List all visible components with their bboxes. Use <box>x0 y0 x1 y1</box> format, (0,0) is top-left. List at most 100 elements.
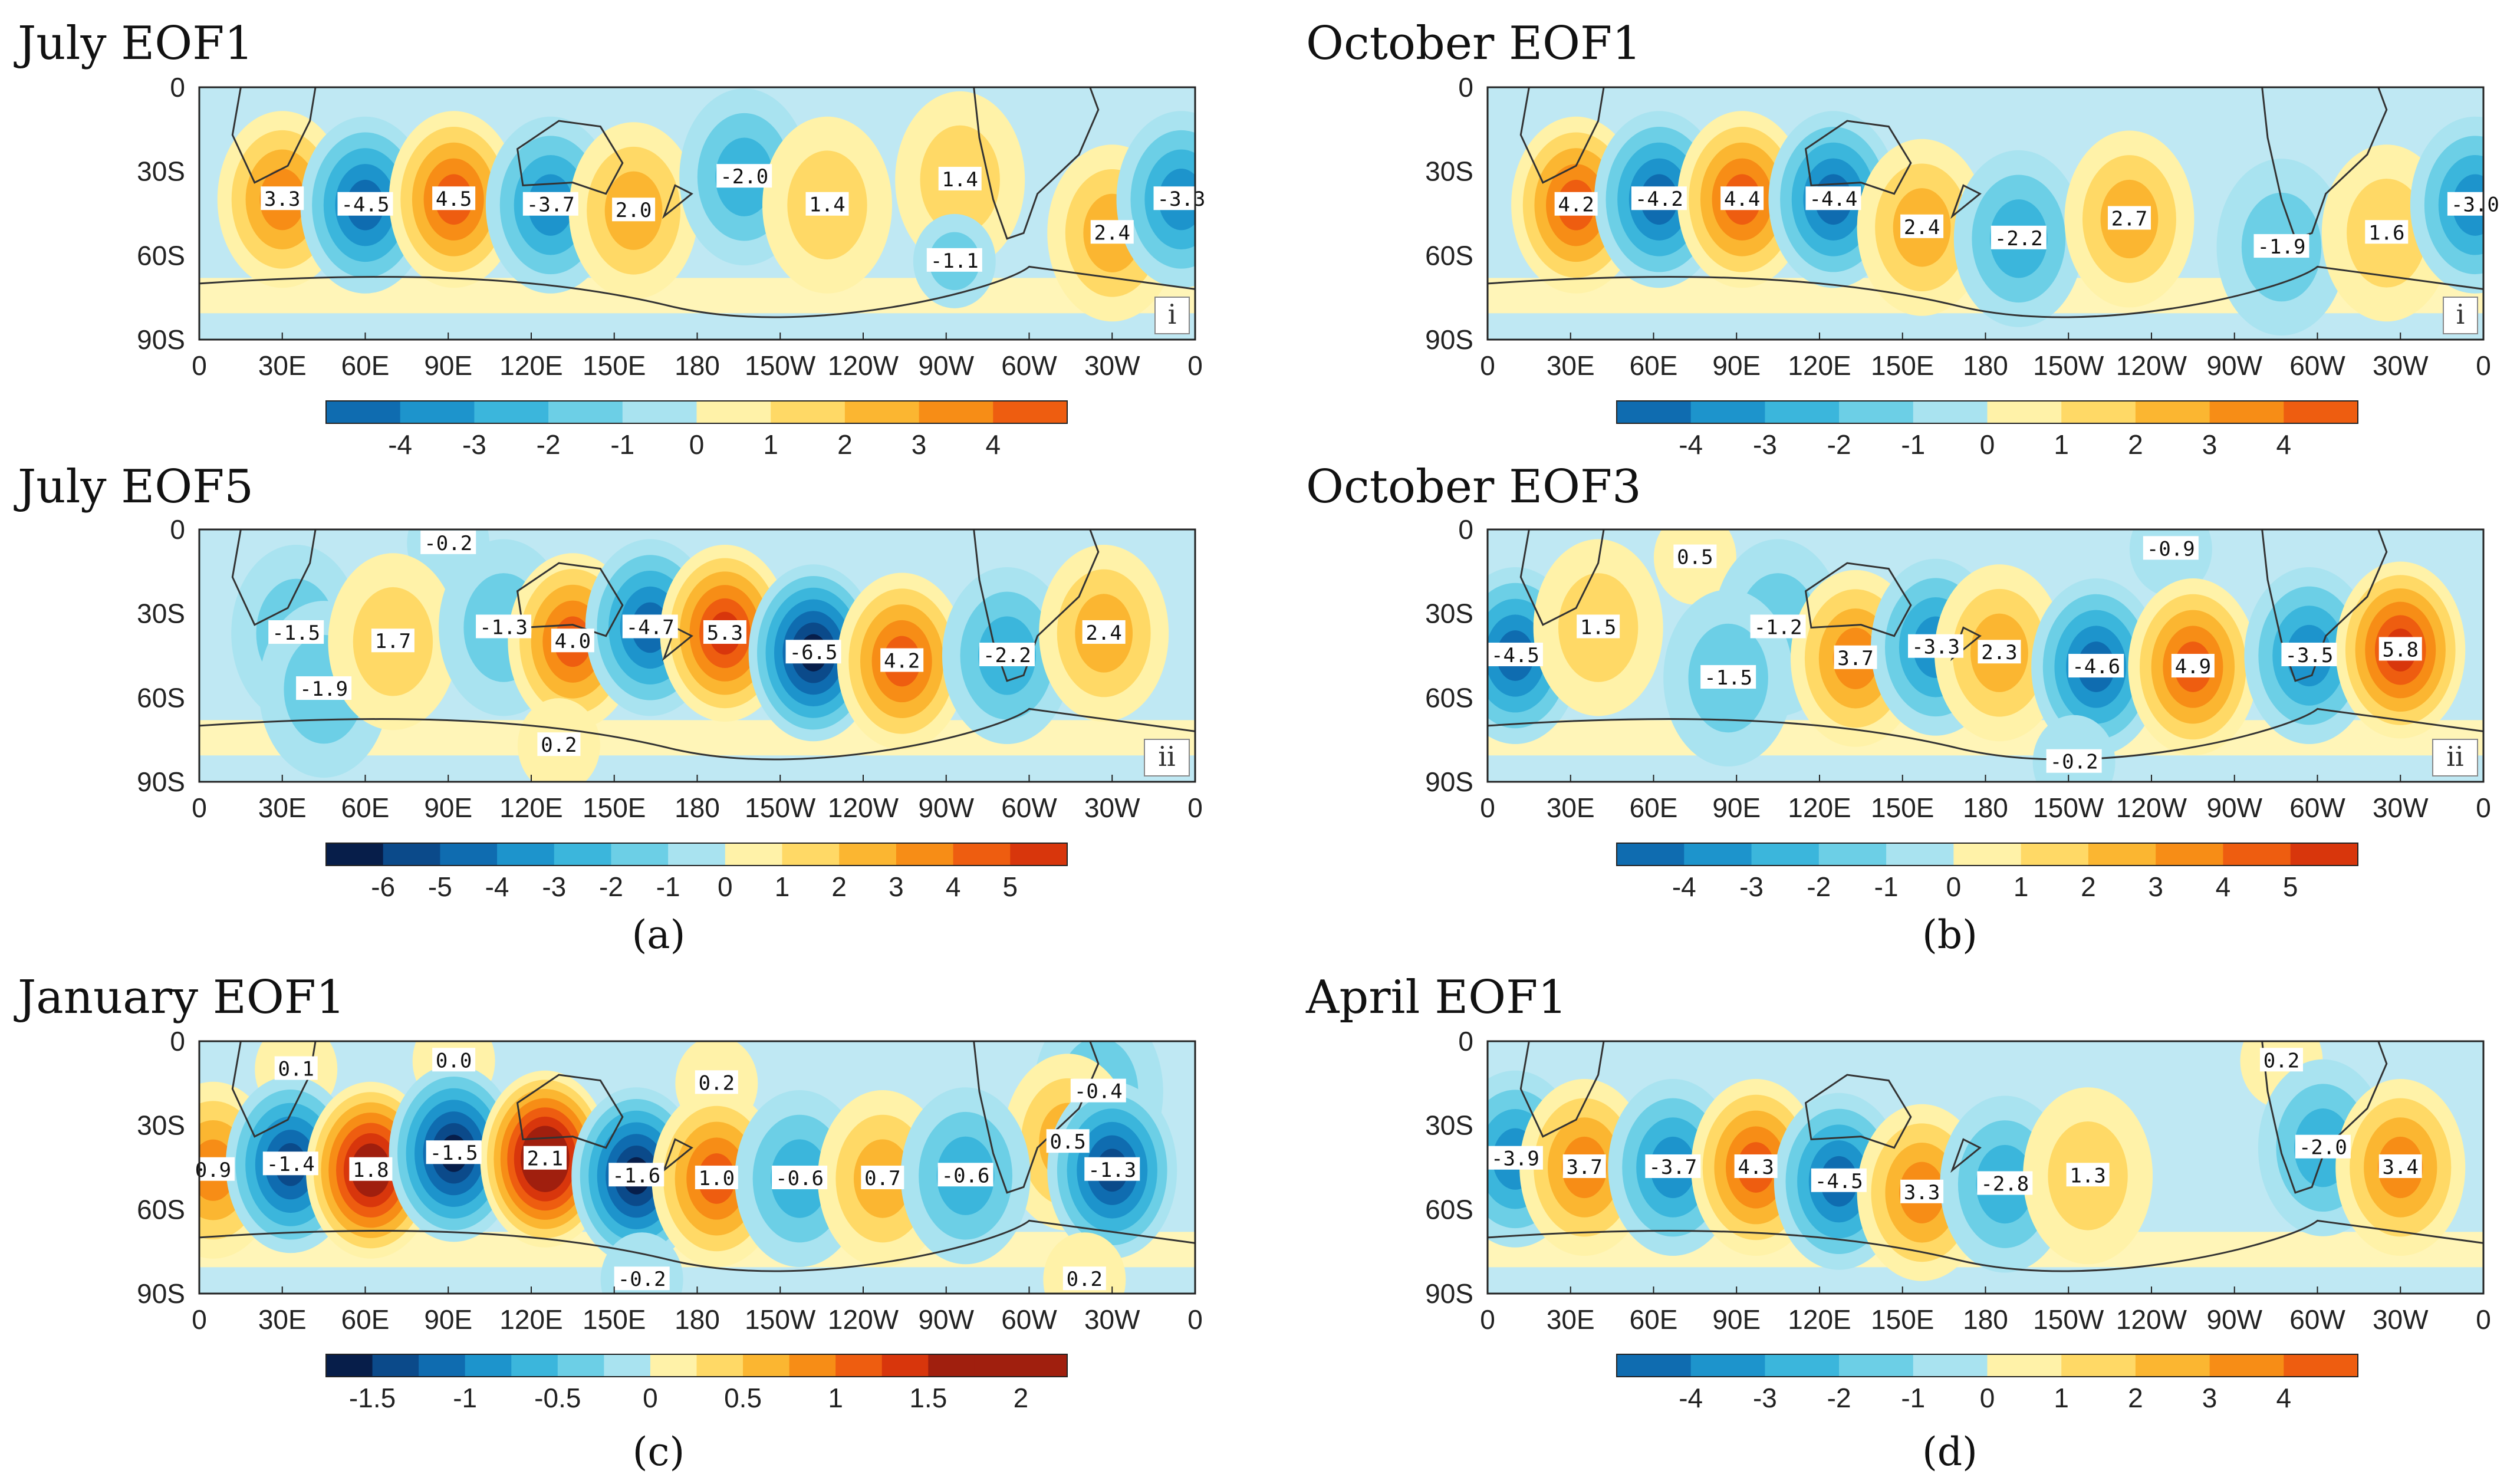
value-label-text: -4.5 <box>1491 644 1539 667</box>
value-label: 4.5 <box>432 186 476 211</box>
value-label-text: 0.5 <box>1677 546 1713 570</box>
value-label: 0.5 <box>1673 544 1717 570</box>
new-zealand-coastline <box>1950 1138 1982 1173</box>
value-label: -0.2 <box>2046 749 2102 774</box>
value-label: 2.4 <box>1082 620 1126 645</box>
value-label-text: -1.5 <box>430 1141 478 1165</box>
south-america-coastline <box>2261 1041 2388 1194</box>
value-label-text: -4.7 <box>626 616 675 639</box>
y-tick-label: 90S <box>137 1278 185 1309</box>
x-tick-label: 30W <box>2373 792 2429 823</box>
value-label: -2.0 <box>716 164 772 189</box>
colorbar-bin <box>928 1354 975 1377</box>
x-tick-label: 0 <box>1480 1304 1495 1335</box>
value-label: 3.3 <box>1900 1179 1944 1205</box>
australia-coastline <box>1804 120 1912 195</box>
y-tick-label: 30S <box>137 1110 185 1141</box>
value-label-text: -0.2 <box>2050 751 2098 774</box>
value-label-text: 1.4 <box>942 168 978 192</box>
colorbar: -1.5 -1 -0.5 0 0.5 1 1.5 2 <box>325 1354 1068 1413</box>
colorbar-bin <box>881 1354 929 1377</box>
colorbar-tick-label: -6 <box>371 871 395 902</box>
colorbar-tick-label: 0 <box>1980 1383 1995 1413</box>
colorbar-bin <box>326 843 384 866</box>
value-label-text: -4.6 <box>2072 655 2120 679</box>
antarctica-coastline <box>199 1219 1195 1272</box>
colorbar-tick-label: -2 <box>599 871 623 902</box>
colorbar-bin <box>2088 843 2156 866</box>
colorbar-bin <box>1617 843 1685 866</box>
y-tick-label: 60S <box>1425 682 1473 713</box>
value-label-text: -1.3 <box>1088 1159 1136 1182</box>
colorbar-tick-label: 0 <box>689 429 705 460</box>
value-label-box <box>371 629 414 653</box>
value-label-box <box>2260 1048 2304 1072</box>
panel-1: July EOF1 3.3 -4.5 4.5 -3.7 2.0 -2.0 1.4 1.4 -1.1… <box>14 17 1209 460</box>
value-label: -1.3 <box>1084 1157 1140 1182</box>
x-tick-label: 90W <box>918 350 974 381</box>
value-label: -3.7 <box>522 192 578 217</box>
subpanel-label: i <box>2456 298 2465 330</box>
value-label: -4.6 <box>2068 654 2124 679</box>
value-label-text: 4.5 <box>436 187 472 211</box>
value-label: 0.7 <box>861 1166 904 1190</box>
figure-labels: (a) (b) (c) (d) <box>632 912 1978 1475</box>
value-label: 4.0 <box>551 629 594 653</box>
colorbar-bin <box>1751 843 1820 866</box>
value-label-text: 2.1 <box>527 1147 563 1171</box>
colorbar-tick-label: 0.5 <box>724 1383 762 1413</box>
colorbar-tick-label: 3 <box>2148 871 2163 902</box>
colorbar-tick-label: -4 <box>485 871 509 902</box>
colorbar-bin <box>2061 1354 2136 1377</box>
value-label-box <box>262 1151 318 1176</box>
value-label: 1.4 <box>938 166 982 192</box>
value-label-box <box>261 186 304 210</box>
value-label-box <box>2046 749 2102 773</box>
value-label-box <box>2143 536 2199 560</box>
colorbar-bin <box>419 1354 466 1377</box>
value-label: -6.5 <box>785 640 841 664</box>
x-tick-label: 0 <box>1480 350 1495 381</box>
value-label-box <box>1700 665 1756 689</box>
value-label-box <box>1734 1154 1778 1178</box>
colorbar-bin <box>2061 401 2136 423</box>
antarctica-coastline <box>1488 708 2483 761</box>
y-tick-label: 60S <box>137 682 185 713</box>
value-label-text: -2.0 <box>720 165 768 189</box>
colorbar-bin <box>1010 843 1068 866</box>
value-label-text: -3.3 <box>1911 636 1960 659</box>
y-tick-label: 30S <box>1425 598 1473 629</box>
x-tick-label: 30E <box>1547 350 1595 381</box>
value-label-text: -0.4 <box>1074 1080 1123 1104</box>
x-tick-label: 30W <box>1084 792 1140 823</box>
value-label-text: 4.2 <box>1558 193 1594 217</box>
value-label-box <box>1487 1146 1543 1170</box>
panel-title: July EOF1 <box>14 17 254 70</box>
value-label: -0.9 <box>2143 536 2199 561</box>
x-tick-label: 120W <box>2116 350 2187 381</box>
value-label-text: 0.2 <box>699 1071 735 1095</box>
value-label-box <box>1991 225 2047 249</box>
colorbar-tick-label: -1 <box>610 429 634 460</box>
value-label: 0.1 <box>274 1056 318 1081</box>
colorbar-bin <box>974 1354 1021 1377</box>
panel-5: January EOF1 0.1 0.0 0.2 -0.4 0.5 0.9 -1.4 1.8 -1… <box>14 971 1203 1413</box>
x-tick-label: 90E <box>424 350 472 381</box>
value-label-box <box>2066 1163 2110 1187</box>
value-label-text: 5.3 <box>707 621 743 645</box>
x-tick-label: 180 <box>1963 1304 2008 1335</box>
colorbar-bin <box>383 843 440 866</box>
colorbar-tick-label: -3 <box>1753 1383 1777 1413</box>
value-label: 4.3 <box>1734 1154 1778 1179</box>
south-america-coastline <box>2261 529 2388 682</box>
x-tick-label: 0 <box>1187 792 1203 823</box>
colorbar-bin <box>2209 401 2284 423</box>
value-label: 1.8 <box>349 1157 393 1182</box>
value-label: 1.0 <box>695 1166 738 1190</box>
colorbar-frame <box>325 1354 1068 1377</box>
panel-4: October EOF3 0.5 -0.9 -4.5 1.5 -1.2 -1.5 3.7 -3.… <box>1306 460 2491 902</box>
subpanel-box <box>2443 297 2478 334</box>
colorbar-bin <box>548 401 623 423</box>
colorbar-tick-label: 0 <box>643 1383 658 1413</box>
value-label: 2.7 <box>2107 206 2151 231</box>
